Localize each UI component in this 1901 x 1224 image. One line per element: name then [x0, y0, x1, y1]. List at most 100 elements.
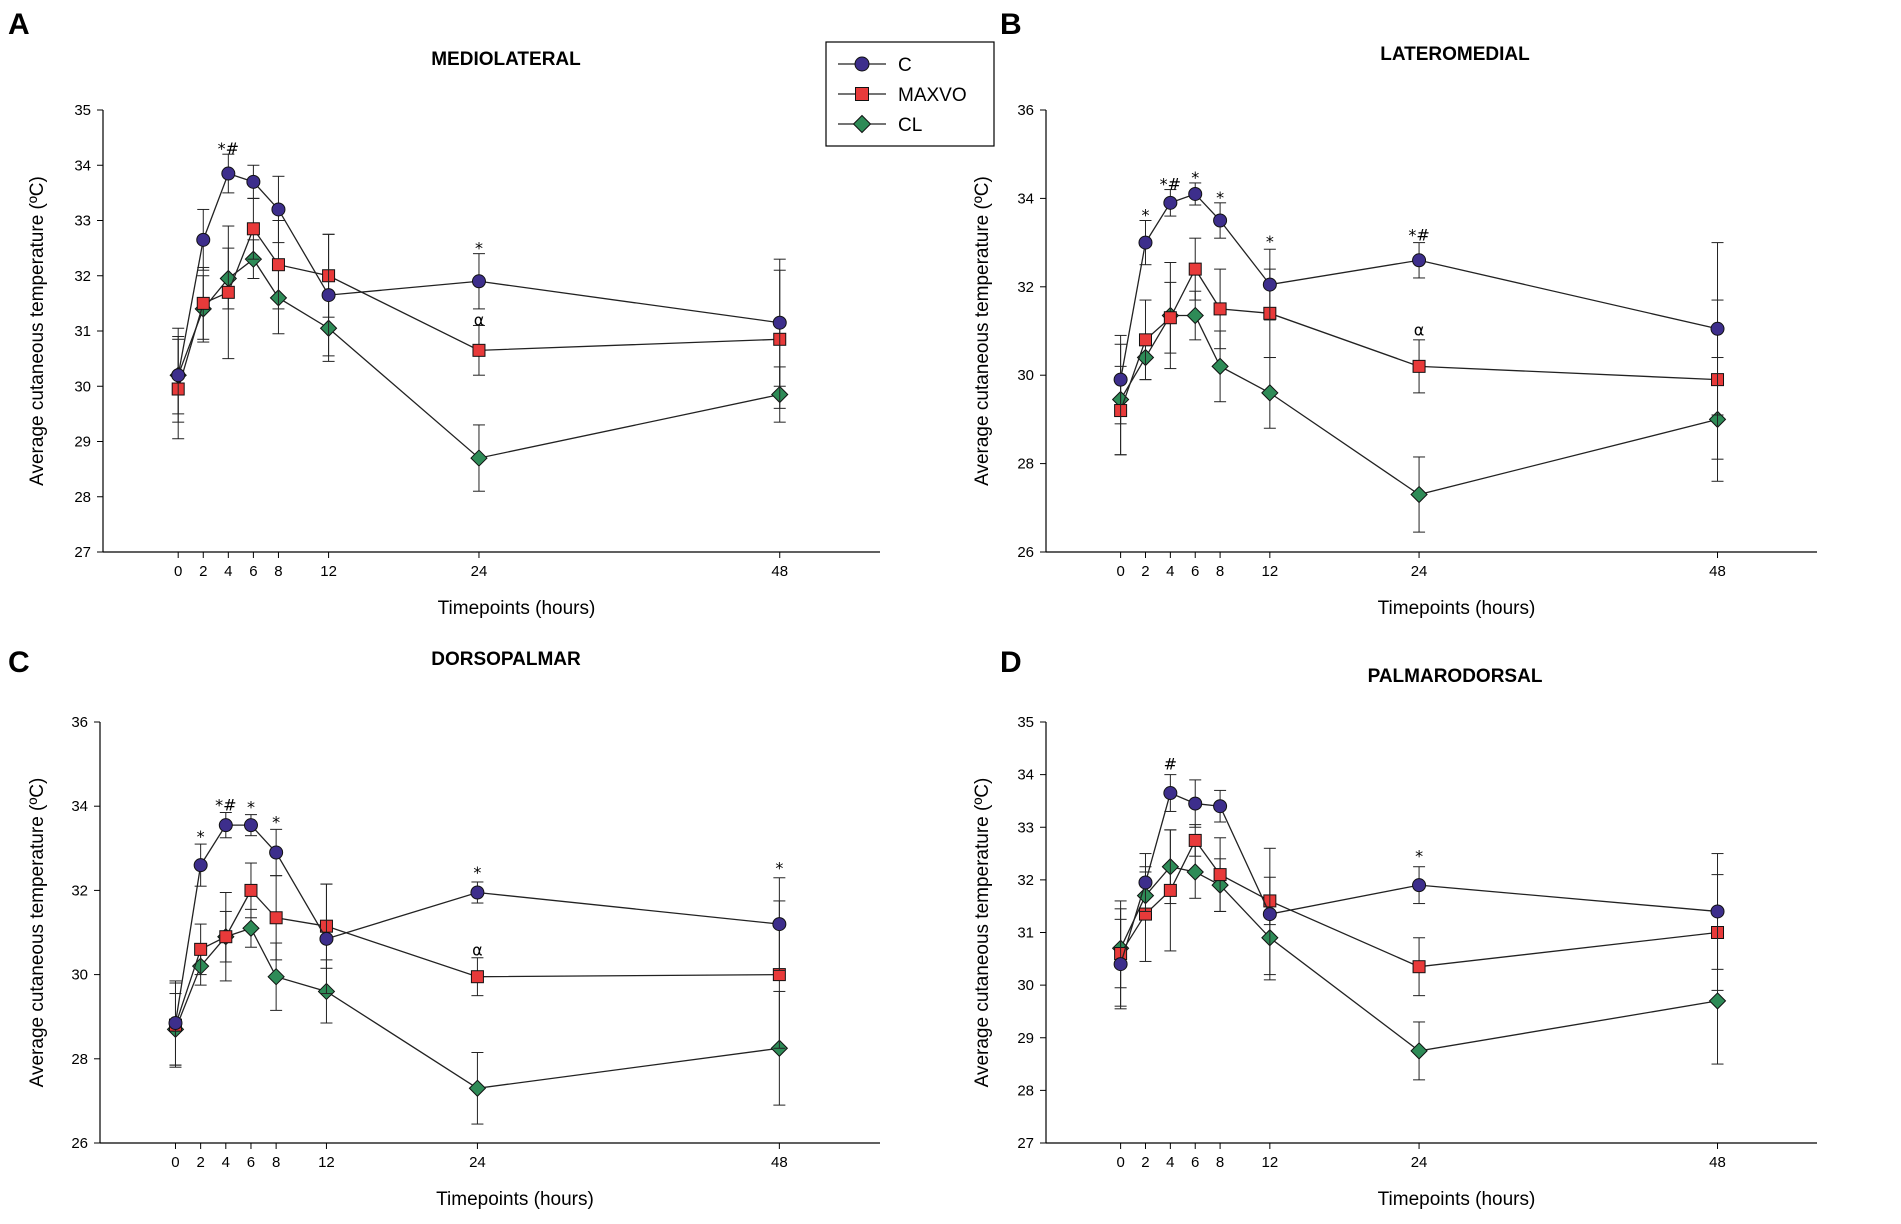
y-tick-label: 28 [74, 489, 91, 506]
y-tick-label: 36 [71, 714, 88, 731]
x-tick-label: 24 [471, 563, 488, 580]
data-point-c [1138, 875, 1153, 890]
significance-annotation: * [473, 863, 481, 882]
significance-annotation: α [474, 310, 485, 329]
x-tick-label: 4 [222, 1154, 230, 1171]
significance-annotation: * [1415, 846, 1423, 865]
data-point-cl [468, 1079, 487, 1097]
series-line [1119, 193, 1718, 380]
y-tick-label: 36 [1017, 102, 1034, 119]
significance-annotation: # [1164, 754, 1177, 773]
data-point-cl [1186, 863, 1204, 881]
data-point-c [1710, 321, 1725, 336]
x-tick-label: 2 [1141, 1154, 1149, 1171]
y-tick-label: 31 [74, 323, 91, 340]
data-point-c [1412, 878, 1427, 893]
data-point-c [470, 885, 485, 900]
data-point-maxvo [246, 222, 260, 236]
legend-label: C [898, 55, 912, 76]
y-tick-label: 30 [1017, 977, 1034, 994]
legend-entry-maxvo: MAXVO [838, 85, 967, 106]
data-point-maxvo [1163, 883, 1177, 897]
y-tick-label: 33 [74, 213, 91, 230]
y-tick-label: 26 [71, 1135, 88, 1152]
x-tick-label: 24 [1411, 563, 1428, 580]
y-tick-label: 32 [74, 268, 91, 285]
chart-title: PALMARODORSAL [1368, 666, 1543, 687]
y-tick-label: 30 [74, 378, 91, 395]
y-axis-label: Average cutaneous temperature (ºC) [972, 176, 993, 486]
data-point-cl [267, 967, 285, 986]
x-axis-label: Timepoints (hours) [436, 1189, 594, 1210]
data-point-c [1213, 799, 1228, 814]
y-tick-label: 27 [74, 544, 91, 561]
significance-annotation: α [1414, 320, 1425, 339]
x-tick-label: 6 [247, 1154, 255, 1171]
significance-annotation: *# [1408, 225, 1429, 244]
y-axis-label: Average cutaneous temperature (ºC) [972, 778, 993, 1088]
significance-annotation: * [272, 812, 280, 831]
data-point-c [243, 818, 258, 833]
data-point-maxvo [269, 911, 283, 925]
data-point-maxvo [221, 285, 235, 299]
y-tick-label: 35 [74, 102, 91, 119]
data-point-maxvo [1188, 262, 1202, 276]
y-tick-label: 32 [1017, 279, 1034, 296]
series-line [177, 172, 780, 376]
x-tick-label: 8 [1216, 1154, 1224, 1171]
data-point-maxvo [196, 296, 210, 310]
x-tick-label: 0 [171, 1154, 179, 1171]
y-tick-label: 32 [71, 882, 88, 899]
data-point-maxvo [470, 970, 484, 984]
significance-annotation: * [1141, 206, 1149, 225]
x-tick-label: 2 [196, 1154, 204, 1171]
data-point-c [246, 174, 261, 189]
x-tick-label: 8 [274, 563, 282, 580]
y-tick-label: 34 [1017, 190, 1034, 207]
data-point-maxvo [1213, 868, 1227, 882]
significance-annotation: * [1191, 168, 1199, 187]
data-point-maxvo [1412, 359, 1426, 373]
x-axis-label: Timepoints (hours) [1378, 1189, 1536, 1210]
data-point-c [1188, 796, 1203, 811]
data-point-c [196, 232, 211, 247]
legend-marker-c [854, 56, 870, 72]
data-point-c [471, 274, 486, 289]
x-tick-label: 6 [249, 563, 257, 580]
significance-annotation: * [247, 798, 255, 817]
x-axis-label: Timepoints (hours) [1378, 598, 1536, 619]
y-tick-label: 35 [1017, 714, 1034, 731]
series-c [1113, 182, 1725, 425]
x-axis-label: Timepoints (hours) [438, 598, 596, 619]
data-point-c [1262, 277, 1277, 292]
series-c [1113, 774, 1725, 1010]
data-point-c [321, 288, 336, 303]
series-c [168, 812, 787, 1066]
data-point-cl [470, 449, 488, 467]
x-tick-label: 2 [199, 563, 207, 580]
panel-letter: B [1000, 8, 1022, 41]
data-point-c [772, 315, 787, 330]
chart-title: DORSOPALMAR [431, 649, 581, 670]
y-tick-label: 31 [1017, 925, 1034, 942]
x-tick-label: 24 [469, 1154, 486, 1171]
x-tick-label: 2 [1141, 563, 1149, 580]
data-point-c [1412, 253, 1427, 268]
data-point-c [1188, 186, 1203, 201]
series-maxvo [1114, 237, 1725, 460]
data-point-c [168, 1016, 183, 1031]
x-tick-label: 4 [1166, 563, 1174, 580]
data-point-cl [1410, 1042, 1428, 1060]
x-tick-label: 4 [1166, 1154, 1174, 1171]
panel-letter: A [8, 8, 30, 41]
x-tick-label: 12 [320, 563, 337, 580]
y-tick-label: 34 [1017, 767, 1034, 784]
x-tick-label: 0 [174, 563, 182, 580]
y-tick-label: 33 [1017, 819, 1034, 836]
legend-label: CL [898, 115, 922, 136]
data-point-c [1163, 786, 1178, 801]
